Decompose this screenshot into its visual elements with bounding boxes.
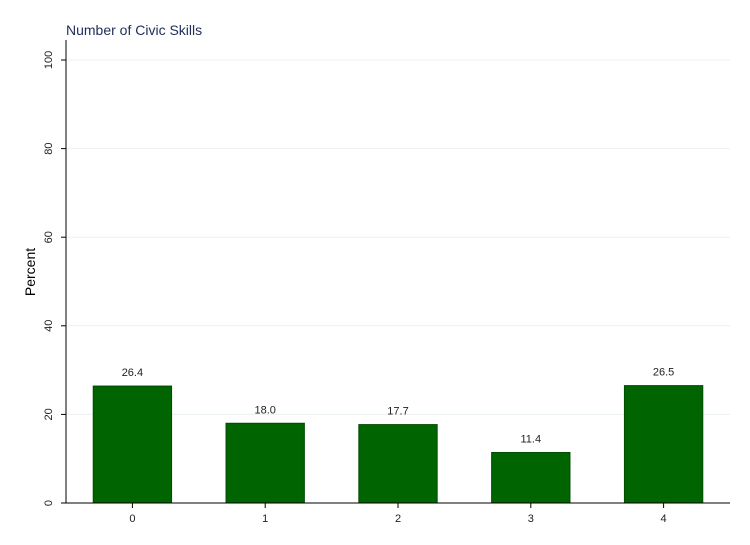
- x-tick-label: 4: [661, 513, 667, 525]
- gridlines: [67, 59, 730, 415]
- y-tick-label: 0: [43, 500, 55, 506]
- bar-4: [623, 385, 704, 504]
- axes: [61, 40, 730, 508]
- bars: [92, 385, 704, 504]
- bar-value-label: 18.0: [254, 404, 275, 416]
- bar-value-label: 26.5: [653, 367, 674, 379]
- y-tick-label: 80: [43, 142, 55, 154]
- bar-value-label: 11.4: [521, 433, 542, 445]
- bar-1: [225, 422, 305, 504]
- chart-title: Number of Civic Skills: [66, 22, 202, 38]
- bar-3: [491, 451, 571, 504]
- bar-value-label: 26.4: [122, 367, 143, 379]
- y-tick-label: 60: [43, 231, 55, 243]
- bar-0: [92, 385, 173, 504]
- y-tick-label: 40: [43, 320, 55, 332]
- bar-value-label: 17.7: [387, 406, 408, 418]
- y-tick-label: 100: [43, 51, 55, 69]
- x-tick-label: 0: [129, 513, 135, 525]
- labels: 0 20 40 60 80 100 26.4 0 18.0 1 17.7 2 11.4 3 26.5 4: [43, 51, 674, 525]
- bar-2: [358, 424, 438, 504]
- x-tick-label: 2: [395, 513, 401, 525]
- y-axis-label: Percent: [22, 248, 38, 296]
- x-tick-label: 3: [528, 513, 534, 525]
- x-tick-label: 1: [262, 513, 268, 525]
- y-tick-label: 20: [43, 408, 55, 420]
